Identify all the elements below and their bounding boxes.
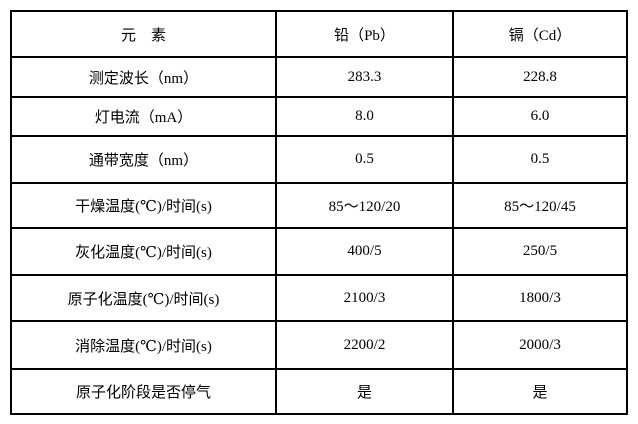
table-cell: 原子化温度(℃)/时间(s) [10, 274, 277, 322]
table-cell: 是 [275, 368, 454, 415]
table-cell: 灰化温度(℃)/时间(s) [10, 227, 277, 276]
header-cell: 铅（Pb） [275, 10, 454, 58]
table-cell: 原子化阶段是否停气 [10, 368, 277, 415]
table-cell: 2200/2 [275, 320, 454, 370]
table-cell: 干燥温度(℃)/时间(s) [10, 182, 277, 229]
table-row: 通带宽度（nm） 0.5 0.5 [10, 135, 628, 184]
table-row: 灰化温度(℃)/时间(s) 400/5 250/5 [10, 227, 628, 276]
parameters-table: 元 素 铅（Pb） 镉（Cd） 测定波长（nm） 283.3 228.8 灯电流（mA… [10, 10, 628, 415]
header-row: 元 素 铅（Pb） 镉（Cd） [10, 10, 628, 58]
table-cell: 6.0 [452, 96, 628, 137]
table-cell: 85～120/45 [452, 182, 628, 229]
table-cell: 是 [452, 368, 628, 415]
table-cell: 0.5 [452, 135, 628, 184]
table-row: 原子化温度(℃)/时间(s) 2100/3 1800/3 [10, 274, 628, 322]
table-cell: 通带宽度（nm） [10, 135, 277, 184]
table-cell: 283.3 [275, 56, 454, 98]
table-row: 消除温度(℃)/时间(s) 2200/2 2000/3 [10, 320, 628, 370]
table-cell: 250/5 [452, 227, 628, 276]
header-cell: 镉（Cd） [452, 10, 628, 58]
header-cell: 元 素 [10, 10, 277, 58]
table-cell: 8.0 [275, 96, 454, 137]
table-cell: 228.8 [452, 56, 628, 98]
table-row: 原子化阶段是否停气是是 [10, 368, 628, 415]
table-cell: 消除温度(℃)/时间(s) [10, 320, 277, 370]
table-cell: 1800/3 [452, 274, 628, 322]
table-cell: 测定波长（nm） [10, 56, 277, 98]
table-row: 干燥温度(℃)/时间(s) 85～120/20 85～120/45 [10, 182, 628, 229]
table-row: 灯电流（mA） 8.0 6.0 [10, 96, 628, 137]
table-cell: 灯电流（mA） [10, 96, 277, 137]
table-cell: 85～120/20 [275, 182, 454, 229]
table-cell: 2100/3 [275, 274, 454, 322]
table-row: 测定波长（nm） 283.3 228.8 [10, 56, 628, 98]
table-cell: 0.5 [275, 135, 454, 184]
table-cell: 400/5 [275, 227, 454, 276]
table-cell: 2000/3 [452, 320, 628, 370]
